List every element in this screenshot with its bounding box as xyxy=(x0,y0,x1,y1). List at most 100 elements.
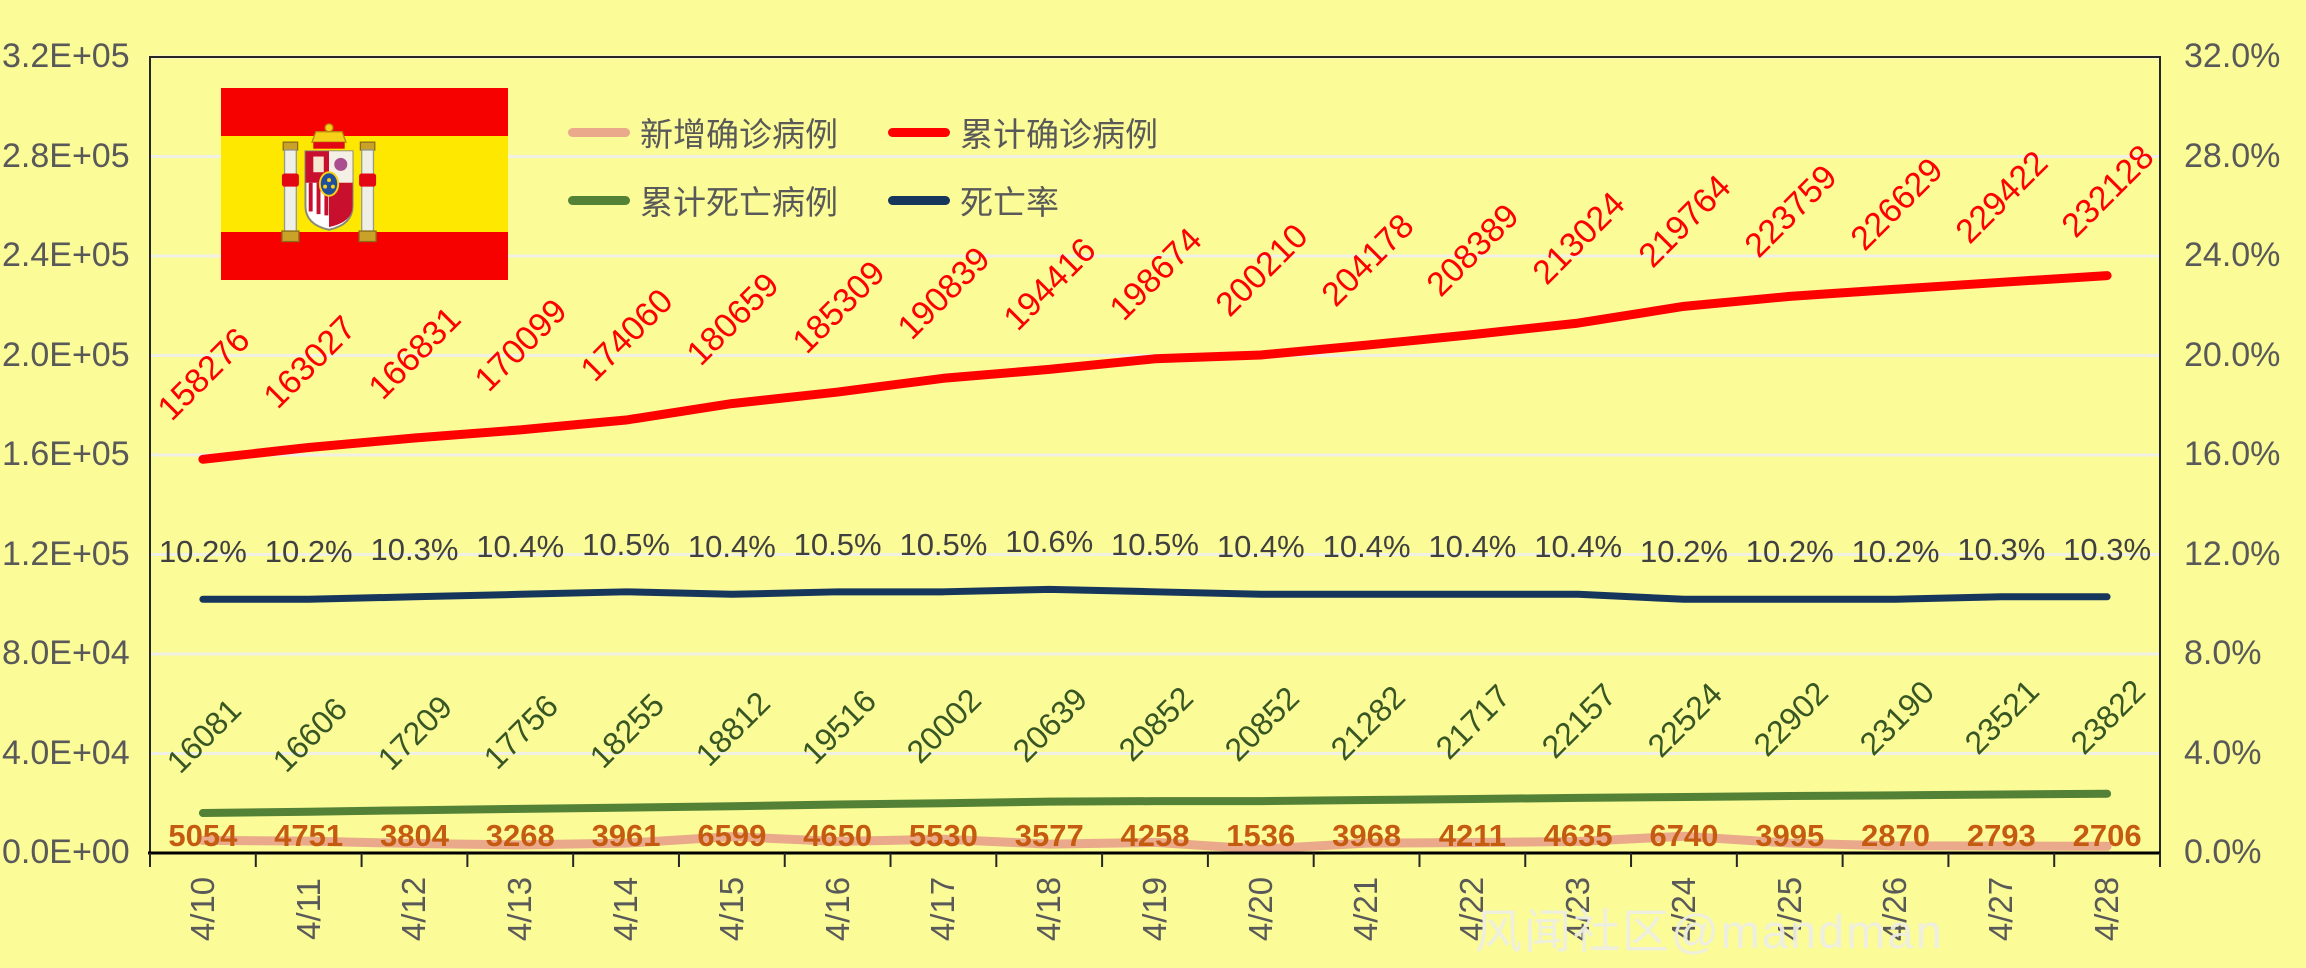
y-axis-right-tick-label: 4.0% xyxy=(2184,733,2262,772)
x-axis-date-label: 4/27 xyxy=(1951,866,2051,966)
data-label-death-rate: 10.4% xyxy=(687,529,776,565)
series-line-cum-deaths xyxy=(198,789,2112,817)
data-label-new-confirmed: 3268 xyxy=(485,818,555,853)
y-axis-left-tick-label: 1.6E+05 xyxy=(2,435,130,473)
x-axis-date-text: 4/28 xyxy=(2088,876,2126,942)
flag-band-red-top xyxy=(221,88,508,136)
data-label-new-confirmed: 3961 xyxy=(591,818,661,853)
x-axis-date-label: 4/17 xyxy=(893,866,993,966)
data-label-death-rate: 10.5% xyxy=(582,526,670,562)
data-label-new-confirmed: 4635 xyxy=(1543,818,1613,853)
legend-label-cum-deaths: 累计死亡病例 xyxy=(640,184,838,221)
data-label-death-rate: 10.4% xyxy=(476,529,565,565)
legend-item-cum-confirmed: 累计确诊病例 xyxy=(888,112,1158,153)
y-axis-left-tick-label: 3.2E+05 xyxy=(2,37,130,75)
legend-line-sample-death-rate xyxy=(888,195,950,205)
x-axis-date-label: 4/18 xyxy=(999,866,1099,966)
y-axis-right-tick-label: 28.0% xyxy=(2184,136,2281,175)
x-axis-date-label: 4/15 xyxy=(682,866,782,966)
data-label-death-rate: 10.3% xyxy=(370,531,459,567)
y-axis-left-tick-label: 2.8E+05 xyxy=(2,136,130,175)
data-label-death-rate: 10.2% xyxy=(264,534,353,570)
y-axis-right-tick-label: 8.0% xyxy=(2184,634,2262,672)
x-axis-date-label: 4/11 xyxy=(259,866,359,966)
legend-label-death-rate: 死亡率 xyxy=(960,184,1059,221)
data-label-death-rate: 10.2% xyxy=(1851,534,1940,570)
legend-label-new-confirmed: 新增确诊病例 xyxy=(640,116,838,153)
x-axis-date-label: 4/21 xyxy=(1317,866,1417,966)
legend-item-cum-deaths: 累计死亡病例 xyxy=(568,180,838,221)
y-axis-right-tick-label: 20.0% xyxy=(2184,335,2281,374)
legend-line-sample-cum-confirmed xyxy=(888,127,950,137)
legend-label-cum-confirmed: 累计确诊病例 xyxy=(960,116,1158,153)
x-axis-date-text: 4/17 xyxy=(924,876,962,942)
y-axis-left-tick-label: 8.0E+04 xyxy=(2,634,130,672)
data-label-new-confirmed: 3968 xyxy=(1332,818,1402,853)
legend-item-new-confirmed: 新增确诊病例 xyxy=(568,112,838,153)
data-label-new-confirmed: 6740 xyxy=(1649,818,1719,853)
data-label-new-confirmed: 2870 xyxy=(1861,818,1930,853)
x-axis-date-label: 4/20 xyxy=(1211,866,1311,966)
data-label-death-rate: 10.4% xyxy=(1428,529,1517,565)
y-axis-left-tick-label: 4.0E+04 xyxy=(2,733,130,772)
y-axis-right-tick-label: 16.0% xyxy=(2184,435,2281,473)
series-line-new-confirmed xyxy=(198,831,2112,854)
data-label-death-rate: 10.4% xyxy=(1534,529,1623,565)
data-label-new-confirmed: 2706 xyxy=(2072,818,2142,853)
data-label-death-rate: 10.2% xyxy=(1639,534,1728,570)
y-axis-left-tick-label: 2.4E+05 xyxy=(2,236,130,274)
data-label-new-confirmed: 3577 xyxy=(1014,818,1084,853)
data-label-new-confirmed: 3995 xyxy=(1755,818,1825,853)
data-label-new-confirmed: 1536 xyxy=(1226,818,1296,853)
data-label-death-rate: 10.2% xyxy=(1745,534,1834,570)
data-label-new-confirmed: 4650 xyxy=(803,818,873,853)
x-axis-date-text: 4/20 xyxy=(1241,876,1279,942)
x-axis-date-label: 4/19 xyxy=(1105,866,1205,966)
series-line-death-rate xyxy=(199,585,2111,603)
data-label-death-rate: 10.6% xyxy=(1005,524,1094,560)
data-label-death-rate: 10.2% xyxy=(158,534,247,570)
spain-flag xyxy=(221,88,508,280)
watermark: 风闻社区@mandman xyxy=(1475,905,1944,958)
data-label-new-confirmed: 5054 xyxy=(168,818,238,853)
data-label-death-rate: 10.3% xyxy=(2063,531,2152,567)
y-axis-left-tick-label: 0.0E+00 xyxy=(2,833,130,871)
y-axis-right-tick-label: 12.0% xyxy=(2184,534,2281,573)
x-axis-date-text: 4/10 xyxy=(183,876,221,942)
data-label-new-confirmed: 5530 xyxy=(908,818,978,853)
x-axis-date-text: 4/12 xyxy=(395,876,433,942)
data-label-new-confirmed: 4258 xyxy=(1120,818,1190,853)
data-label-new-confirmed: 2793 xyxy=(1966,818,2036,853)
x-axis-date-text: 4/27 xyxy=(1982,876,2020,942)
x-axis-date-text: 4/16 xyxy=(818,876,856,942)
y-axis-right-tick-label: 32.0% xyxy=(2184,37,2281,75)
x-axis-date-label: 4/12 xyxy=(364,866,464,966)
y-axis-right-tick-label: 24.0% xyxy=(2184,236,2281,274)
x-axis-date-text: 4/11 xyxy=(289,878,327,940)
legend-item-death-rate: 死亡率 xyxy=(888,180,1059,221)
x-axis-date-text: 4/18 xyxy=(1030,876,1068,942)
data-label-death-rate: 10.4% xyxy=(1322,529,1411,565)
data-label-death-rate: 10.3% xyxy=(1957,531,2046,567)
x-axis-date-label: 4/16 xyxy=(788,866,888,966)
series-line-cum-confirmed xyxy=(198,271,2112,464)
x-axis-date-label: 4/10 xyxy=(153,866,253,966)
data-label-new-confirmed: 4751 xyxy=(274,818,344,853)
x-axis-date-label: 4/28 xyxy=(2057,866,2157,966)
data-label-death-rate: 10.5% xyxy=(793,526,882,562)
y-axis-left-tick-label: 2.0E+05 xyxy=(2,335,130,374)
y-axis-right-tick-label: 0.0% xyxy=(2184,833,2262,871)
data-label-death-rate: 10.4% xyxy=(1216,529,1305,565)
x-axis-date-text: 4/21 xyxy=(1347,876,1385,942)
x-axis-date-text: 4/14 xyxy=(607,876,645,942)
spain-coat-of-arms xyxy=(281,123,377,243)
x-axis-date-text: 4/15 xyxy=(712,876,750,942)
legend-line-sample-cum-deaths xyxy=(568,195,630,205)
x-axis-date-label: 4/14 xyxy=(576,866,676,966)
x-axis-date-text: 4/19 xyxy=(1135,876,1173,942)
legend-line-sample-new-confirmed xyxy=(568,127,630,137)
data-label-new-confirmed: 3804 xyxy=(379,818,449,853)
x-axis-date-text: 4/13 xyxy=(501,876,539,942)
